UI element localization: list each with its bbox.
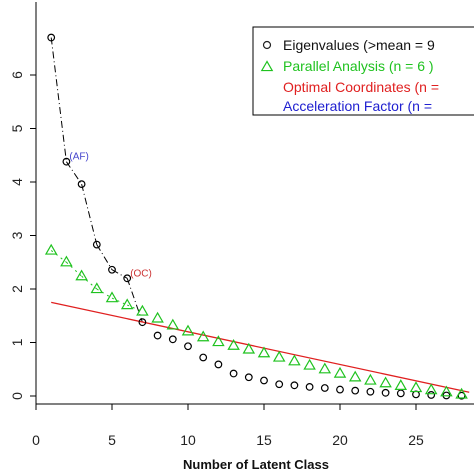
parallel-analysis-point (136, 304, 149, 316)
eigenvalue-point (427, 391, 436, 399)
x-tick-label: 25 (408, 432, 424, 448)
optimal-coordinates-line (51, 301, 470, 393)
eigenvalue-point (320, 384, 329, 392)
x-tick-label: 15 (256, 432, 272, 448)
parallel-analysis-point (227, 339, 240, 350)
y-tick-label: 2 (9, 285, 25, 293)
parallel-analysis-point (424, 383, 438, 395)
eigenvalue-point (260, 376, 268, 385)
eigenvalue-point (47, 33, 56, 42)
eigenvalue-point (351, 386, 360, 395)
x-tick-label: 20 (332, 432, 348, 448)
legend-box (252, 26, 474, 116)
y-axis: 0 1 2 3 4 5 6 (9, 71, 36, 400)
parallel-analysis-point (90, 282, 104, 294)
eigenvalue-point (336, 385, 344, 394)
x-tick-label: 5 (108, 432, 116, 448)
optimal-coordinates-lines (51, 301, 470, 393)
eigenvalue-point (275, 380, 284, 389)
parallel-analysis-point (364, 373, 377, 385)
legend-entry-label: Acceleration Factor (n = (283, 98, 432, 114)
eigenvalue-connector-segment (81, 184, 98, 245)
eigenvalue-connector-segment (65, 161, 83, 185)
parallel-analysis-point (181, 324, 195, 336)
eigenvalue-point (229, 369, 238, 378)
parallel-analysis-point (409, 381, 423, 393)
annotation-label: (AF) (69, 152, 88, 163)
eigenvalue-point (305, 383, 314, 391)
eigenvalue-point (199, 353, 208, 362)
y-tick-label: 6 (9, 71, 25, 79)
parallel-analysis-point (120, 298, 134, 310)
plot-frame (35, 2, 474, 405)
eigenvalue-point (381, 388, 390, 397)
y-tick-label: 5 (9, 124, 25, 132)
eigenvalue-point (244, 373, 253, 382)
eigenvalue-connector-lines (50, 37, 143, 323)
legend-circle-icon (262, 40, 272, 50)
parallel-analysis-point (272, 350, 286, 362)
eigenvalue-point (153, 331, 162, 340)
parallel-analysis-point (151, 311, 164, 323)
parallel-analysis-point (394, 379, 408, 391)
annotations: (AF) (OC) (69, 152, 151, 280)
parallel-analysis-point (318, 362, 332, 374)
eigenvalue-point (62, 157, 71, 166)
parallel-analysis-point (196, 330, 210, 342)
legend-entry-label: Eigenvalues (>mean = 9 (283, 37, 435, 53)
parallel-analysis-point (455, 387, 468, 399)
parallel-analysis-point (212, 335, 225, 347)
y-tick-label: 0 (9, 392, 25, 400)
data-series (44, 33, 468, 400)
parallel-analysis-point (288, 354, 301, 366)
parallel-analysis-point (75, 269, 88, 281)
y-tick-label: 4 (9, 178, 25, 186)
parallel-analysis-point (379, 376, 392, 388)
eigenvalue-point (214, 360, 223, 369)
eigenvalue-point (290, 381, 299, 390)
y-tick-label: 1 (9, 338, 25, 346)
parallel-analysis-point (44, 243, 58, 255)
x-tick-label: 0 (32, 432, 40, 448)
parallel-analysis-point (105, 291, 119, 303)
legend-entry-label: Parallel Analysis (n = 6 ) (283, 58, 434, 74)
eigenvalue-connector-segment (50, 37, 67, 162)
eigenvalue-point (108, 265, 116, 274)
eigenvalue-point (168, 335, 177, 344)
x-axis: 0 5 10 15 20 25 (32, 404, 424, 448)
legend-items: Eigenvalues (>mean = 9 Parallel Analysis … (260, 37, 439, 114)
eigenvalue-point (77, 180, 86, 189)
x-tick-label: 10 (180, 432, 196, 448)
eigenvalue-connector-segment (111, 269, 128, 279)
parallel-analysis-point (60, 255, 73, 267)
parallel-analysis-point (333, 366, 347, 378)
eigenvalue-point (138, 318, 147, 327)
eigenvalue-point (92, 240, 101, 249)
parallel-analysis-point (166, 318, 180, 330)
eigenvalue-point (123, 274, 132, 283)
parallel-analysis-point (257, 346, 271, 358)
parallel-analysis-point (242, 342, 256, 354)
annotation-label: (OC) (130, 268, 152, 279)
eigenvalue-point (366, 387, 375, 396)
parallel-analysis-point (303, 358, 316, 370)
parallel-analysis-point (440, 385, 453, 397)
x-axis-title: Number of Latent Class (183, 457, 329, 472)
legend: Eigenvalues (>mean = 9 Parallel Analysis … (252, 26, 474, 116)
eigenvalue-connector-segment (96, 244, 113, 270)
parallel-analysis-point (348, 370, 362, 382)
y-tick-label: 3 (9, 231, 25, 239)
eigenvalue-point (184, 342, 192, 351)
legend-triangle-icon (260, 60, 274, 72)
eigenvalue-point (396, 389, 405, 398)
legend-entry-label: Optimal Coordinates (n = (283, 79, 439, 95)
